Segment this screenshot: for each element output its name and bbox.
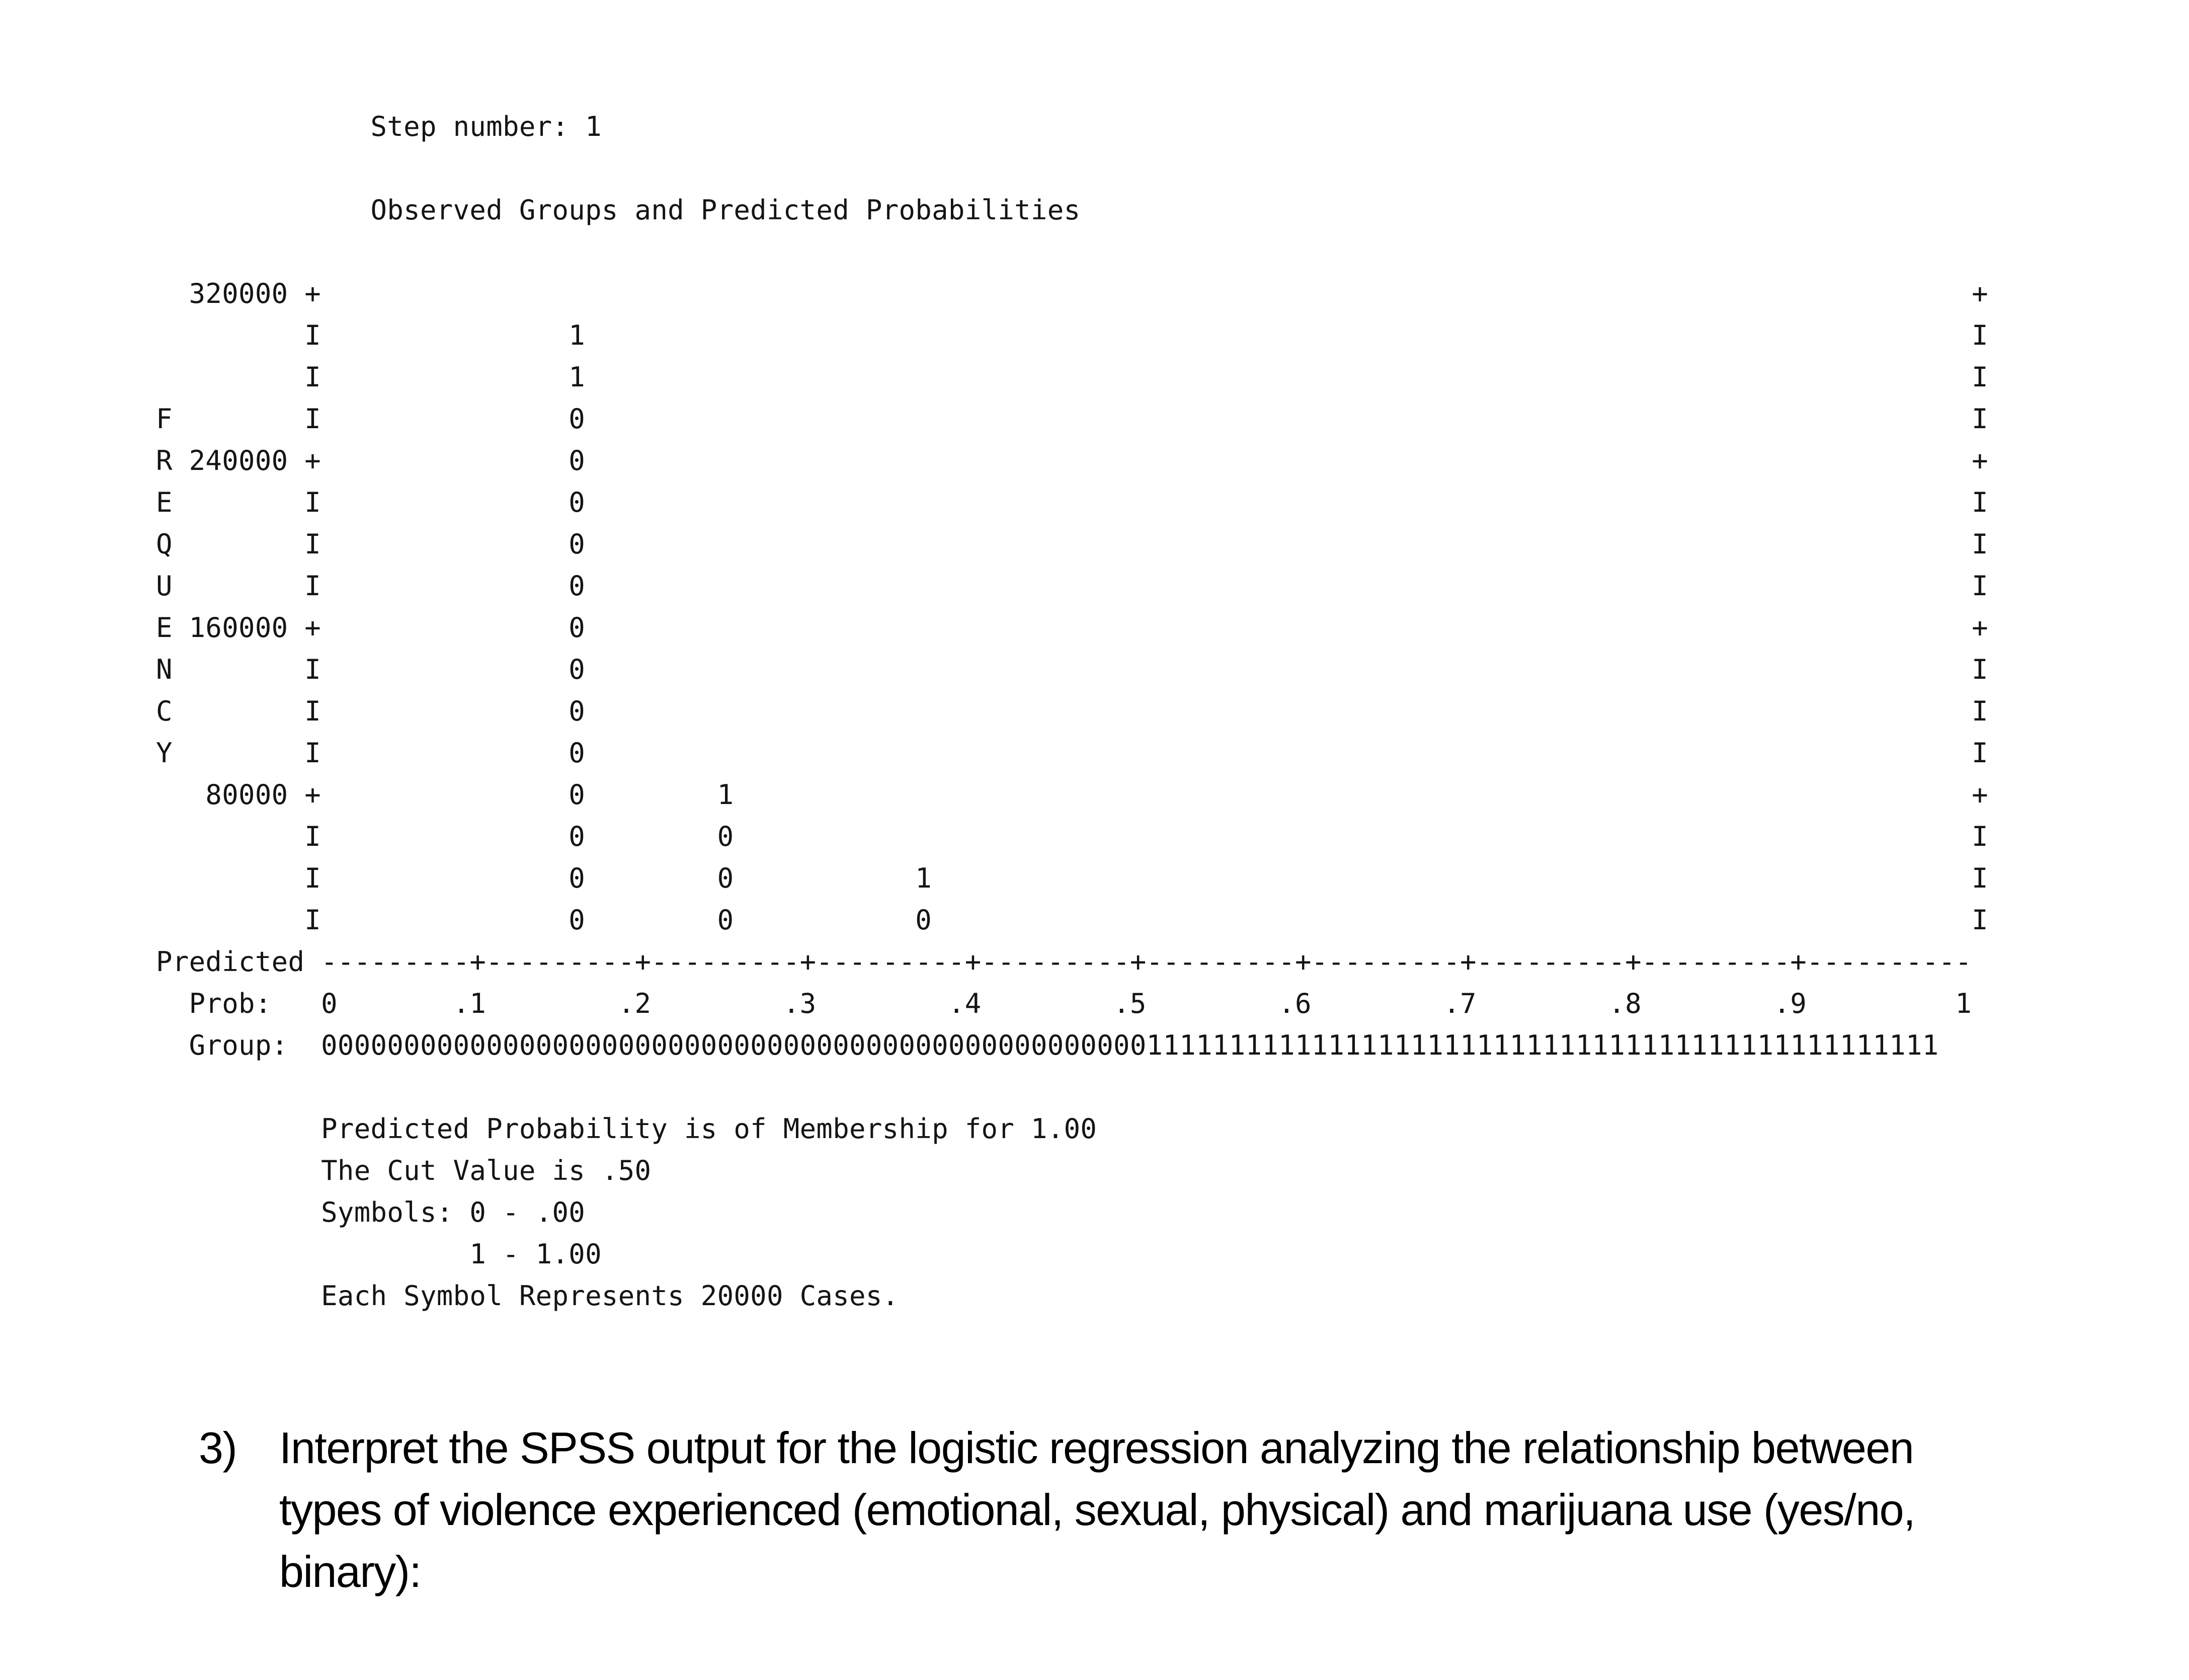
question-number: 3) [199,1423,237,1473]
spss-classification-plot: Step number: 1 Observed Groups and Predi… [156,111,1988,1312]
question-text: Interpret the SPSS output for the logist… [279,1423,1916,1596]
